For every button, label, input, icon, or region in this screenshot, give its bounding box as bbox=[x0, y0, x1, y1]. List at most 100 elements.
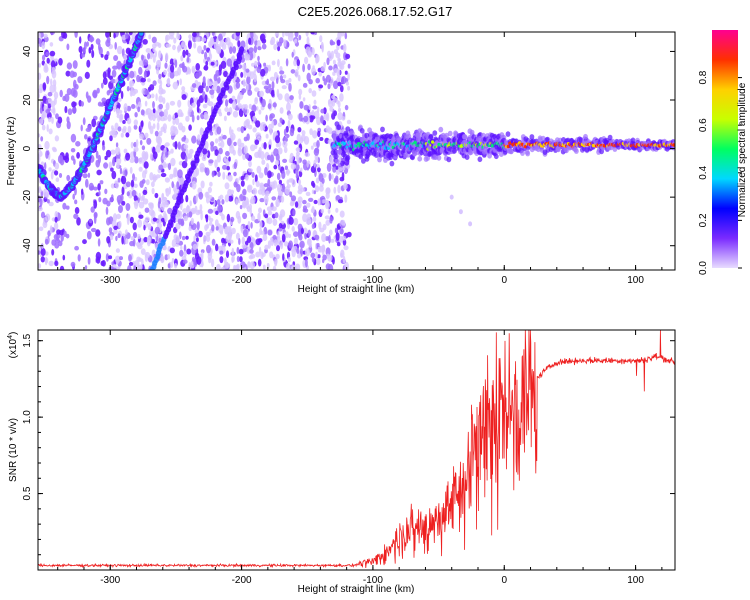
noise-speck bbox=[238, 238, 241, 245]
noise-speck bbox=[142, 189, 148, 195]
noise-speck bbox=[113, 106, 116, 113]
noise-speck bbox=[316, 140, 320, 149]
carrier-spread-point bbox=[428, 133, 434, 140]
noise-speck bbox=[315, 251, 318, 259]
noise-speck bbox=[102, 71, 107, 80]
noise-speck bbox=[131, 189, 137, 197]
noise-speck bbox=[281, 233, 286, 243]
noise-speck bbox=[72, 89, 78, 98]
noise-speck bbox=[224, 182, 230, 190]
noise-speck bbox=[152, 101, 155, 109]
noise-speck bbox=[47, 97, 52, 104]
noise-speck bbox=[287, 256, 291, 263]
noise-speck bbox=[64, 155, 70, 163]
noise-speck bbox=[298, 234, 303, 241]
noise-speck bbox=[191, 114, 195, 123]
noise-speck bbox=[57, 154, 64, 164]
noise-speck bbox=[55, 177, 60, 182]
noise-speck bbox=[201, 251, 204, 261]
noise-speck bbox=[337, 81, 342, 87]
noise-speck bbox=[182, 208, 188, 214]
noise-speck bbox=[91, 49, 95, 59]
noise-speck bbox=[105, 32, 110, 38]
noise-speck bbox=[141, 145, 146, 151]
noise-speck bbox=[267, 229, 273, 236]
noise-speck bbox=[240, 180, 245, 187]
noise-speck bbox=[191, 83, 197, 88]
noise-speck bbox=[104, 54, 109, 61]
noise-speck bbox=[108, 161, 113, 170]
noise-speck bbox=[151, 36, 157, 44]
noise-speck bbox=[117, 177, 121, 183]
noise-speck bbox=[132, 173, 135, 181]
noise-speck bbox=[133, 124, 138, 130]
noise-speck bbox=[168, 186, 171, 195]
carrier-spread-point bbox=[333, 149, 339, 155]
main-track-point bbox=[139, 32, 144, 36]
noise-speck bbox=[121, 175, 127, 185]
noise-speck bbox=[270, 36, 276, 46]
noise-speck bbox=[125, 229, 128, 235]
noise-speck bbox=[144, 151, 149, 161]
noise-speck bbox=[265, 190, 270, 197]
noise-speck bbox=[102, 197, 108, 205]
noise-speck bbox=[278, 223, 283, 229]
noise-speck bbox=[39, 198, 43, 207]
noise-speck bbox=[288, 178, 293, 183]
colorbar-tick-label: 0.6 bbox=[698, 118, 709, 132]
noise-speck bbox=[161, 192, 165, 199]
noise-speck bbox=[236, 246, 240, 255]
noise-speck bbox=[283, 146, 288, 154]
noise-speck bbox=[109, 197, 114, 203]
noise-speck bbox=[264, 166, 268, 176]
noise-speck bbox=[180, 151, 187, 160]
noise-speck bbox=[289, 201, 295, 207]
noise-speck bbox=[133, 231, 138, 239]
noise-speck bbox=[237, 40, 241, 48]
noise-speck bbox=[277, 235, 281, 244]
carrier-spread-point bbox=[520, 150, 525, 156]
noise-speck bbox=[329, 229, 333, 236]
noise-speck bbox=[277, 187, 281, 192]
noise-speck bbox=[158, 164, 164, 171]
x-tick-label: 0 bbox=[501, 575, 507, 586]
noise-speck bbox=[155, 144, 161, 153]
noise-speck bbox=[304, 233, 307, 240]
noise-speck bbox=[149, 153, 153, 161]
noise-speck bbox=[327, 208, 331, 214]
noise-speck bbox=[288, 216, 294, 225]
noise-speck bbox=[282, 158, 288, 163]
noise-speck bbox=[218, 147, 223, 155]
noise-speck bbox=[289, 95, 294, 101]
noise-speck bbox=[129, 216, 134, 224]
noise-speck bbox=[122, 120, 126, 124]
noise-speck bbox=[306, 36, 310, 45]
noise-speck bbox=[279, 66, 283, 72]
noise-speck bbox=[174, 112, 179, 119]
noise-speck bbox=[133, 183, 138, 188]
noise-speck bbox=[267, 170, 272, 179]
noise-speck bbox=[128, 254, 132, 262]
noise-speck bbox=[155, 219, 162, 225]
noise-speck bbox=[327, 99, 331, 105]
noise-speck bbox=[315, 56, 319, 64]
noise-speck bbox=[72, 105, 77, 114]
noise-speck bbox=[293, 237, 298, 245]
noise-speck bbox=[257, 46, 262, 51]
noise-speck bbox=[310, 252, 316, 258]
snr-x-ticks: -300 -200 -100 0 100 bbox=[57, 330, 663, 586]
carrier-spread-point bbox=[364, 132, 370, 139]
noise-speck bbox=[73, 213, 79, 220]
noise-speck bbox=[177, 99, 182, 108]
noise-speck bbox=[334, 227, 338, 234]
carrier-spread-point bbox=[349, 130, 355, 137]
noise-speck bbox=[131, 104, 136, 109]
noise-speck bbox=[201, 155, 207, 162]
noise-speck bbox=[52, 106, 56, 116]
noise-speck bbox=[231, 227, 236, 235]
noise-speck bbox=[214, 159, 218, 169]
x-tick-label: -100 bbox=[363, 575, 383, 586]
noise-speck bbox=[227, 263, 231, 268]
noise-speck bbox=[167, 77, 171, 87]
noise-speck bbox=[341, 76, 347, 85]
